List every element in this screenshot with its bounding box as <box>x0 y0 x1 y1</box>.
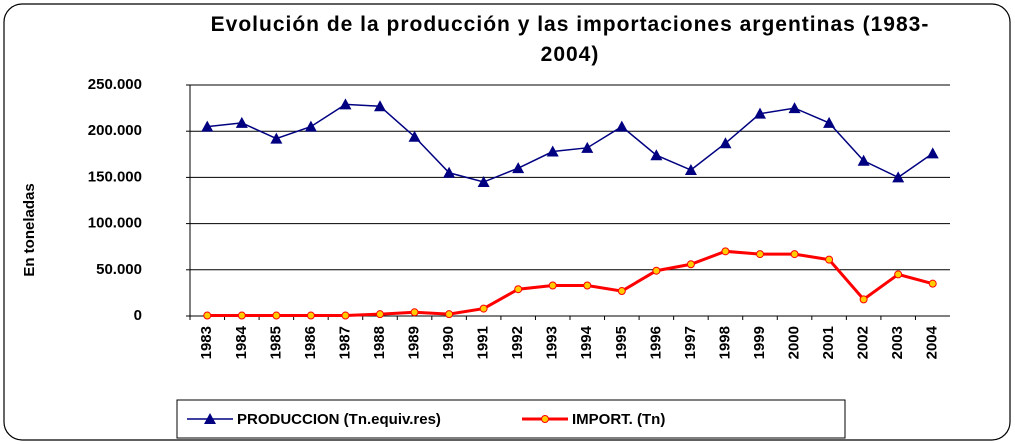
x-tick-label: 1987 <box>336 326 353 359</box>
circle-marker <box>272 311 281 320</box>
triangle-marker <box>754 107 766 119</box>
chart-title: Evolución de la producción y las importa… <box>210 13 930 66</box>
x-tick-label: 2001 <box>820 326 837 359</box>
triangle-marker <box>374 100 386 112</box>
circle-marker <box>928 279 937 288</box>
triangle-marker <box>546 145 559 157</box>
circle-marker <box>376 310 384 319</box>
circle-marker <box>306 311 315 320</box>
circle-marker <box>203 311 212 320</box>
circle-marker <box>445 310 454 319</box>
x-tick-label: 2003 <box>889 326 906 359</box>
legend-label: PRODUCCION (Tn.equiv.res) <box>237 411 441 428</box>
x-tick-label: 1993 <box>544 326 561 359</box>
x-tick-label: 1997 <box>682 326 699 359</box>
x-tick-label: 1995 <box>613 326 630 359</box>
circle-marker <box>859 295 868 304</box>
circle-marker <box>410 308 419 317</box>
y-tick-label: 200.000 <box>88 122 142 139</box>
triangle-marker <box>477 176 490 188</box>
x-tick-label: 1994 <box>578 325 595 359</box>
triangle-marker <box>892 171 905 183</box>
series-line <box>207 249 934 318</box>
circle-marker <box>237 311 246 320</box>
triangle-marker <box>615 120 628 132</box>
x-tick-label: 2002 <box>855 326 872 359</box>
x-tick-label: 1991 <box>475 326 492 359</box>
y-tick-label: 100.000 <box>88 215 142 232</box>
y-tick-label: 150.000 <box>88 168 142 185</box>
circle-marker <box>617 287 626 296</box>
x-tick-label: 2004 <box>924 325 941 359</box>
triangle-marker <box>204 413 216 424</box>
x-tick-label: 1986 <box>302 326 319 359</box>
triangle-marker <box>443 166 456 178</box>
circle-marker <box>721 247 730 256</box>
legend-label: IMPORT. (Tn) <box>572 411 665 428</box>
y-tick-label: 250.000 <box>88 76 142 93</box>
x-tick-label: 1990 <box>440 326 457 359</box>
x-tick-label: 1996 <box>647 326 664 359</box>
triangle-marker <box>684 164 697 176</box>
circle-marker <box>652 266 661 275</box>
x-tick-label: 1989 <box>406 326 423 359</box>
circle-marker <box>790 250 799 259</box>
circle-marker <box>541 415 549 423</box>
series-line <box>207 103 934 183</box>
triangle-marker <box>650 149 663 161</box>
triangle-marker <box>926 147 939 159</box>
triangle-marker <box>581 141 594 153</box>
circle-marker <box>514 285 523 294</box>
triangle-marker <box>823 116 836 128</box>
circle-marker <box>686 260 695 269</box>
triangle-marker <box>339 98 352 110</box>
triangle-marker <box>512 162 525 174</box>
triangle-marker <box>235 116 248 128</box>
circle-marker <box>756 250 764 259</box>
x-tick-label: 1988 <box>371 326 388 359</box>
triangle-marker <box>270 132 283 144</box>
triangle-marker <box>788 102 801 114</box>
triangle-marker <box>304 120 317 132</box>
x-tick-label: 1985 <box>267 326 284 359</box>
x-tick-label: 1983 <box>198 326 215 359</box>
circle-marker <box>548 281 557 290</box>
x-tick-label: 2000 <box>786 326 803 359</box>
triangle-marker <box>201 120 214 132</box>
circle-marker <box>825 255 834 264</box>
x-tick-label: 1992 <box>509 326 526 359</box>
circle-marker <box>583 281 592 290</box>
x-tick-label: 1984 <box>233 325 250 359</box>
legend-box <box>176 399 846 439</box>
triangle-marker <box>408 130 421 142</box>
triangle-marker <box>719 137 732 149</box>
triangle-marker <box>857 154 870 166</box>
x-tick-label: 1999 <box>751 326 768 359</box>
circle-marker <box>341 311 350 320</box>
y-tick-label: 0 <box>134 307 142 324</box>
x-tick-label: 1998 <box>716 326 733 359</box>
y-axis-label: En toneladas <box>21 183 38 276</box>
circle-marker <box>479 304 488 313</box>
y-tick-label: 50.000 <box>96 261 142 278</box>
circle-marker <box>894 270 903 279</box>
